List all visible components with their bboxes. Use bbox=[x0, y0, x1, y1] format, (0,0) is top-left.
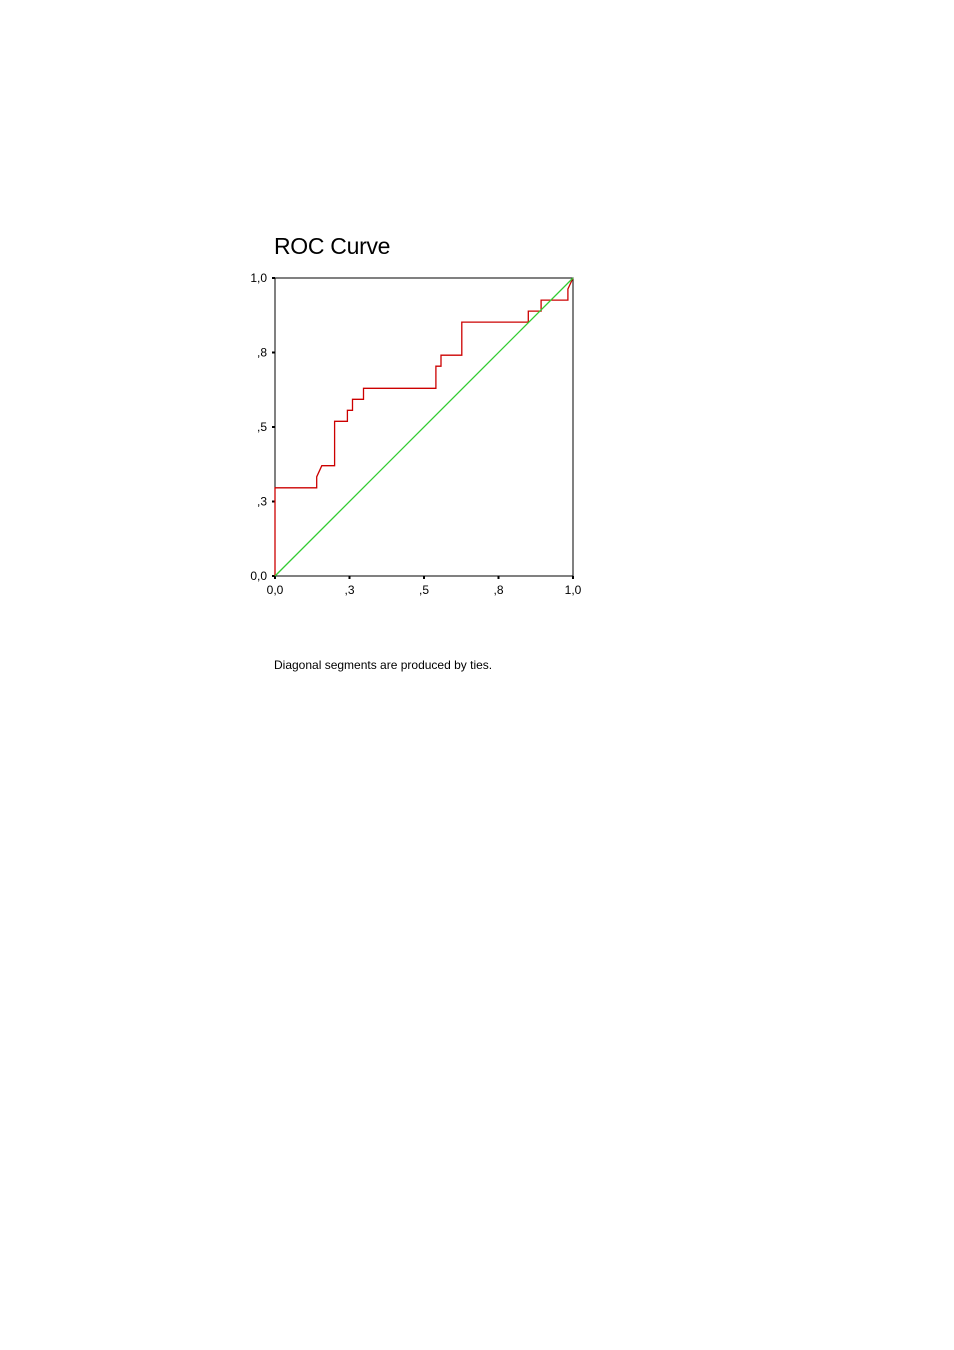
y-tick-label: ,8 bbox=[257, 346, 267, 360]
x-tick-label: ,3 bbox=[344, 583, 354, 597]
footnote: Diagonal segments are produced by ties. bbox=[274, 658, 493, 672]
series-group bbox=[274, 277, 574, 577]
roc-curve-line bbox=[274, 277, 574, 576]
y-tick-label: ,3 bbox=[257, 495, 267, 509]
x-tick-label: ,8 bbox=[493, 583, 503, 597]
x-tick-label: 0,0 bbox=[267, 583, 284, 597]
y-tick-label: 0,0 bbox=[250, 569, 267, 583]
reference-diagonal-line bbox=[274, 277, 574, 577]
roc-chart: 0,0 ,3 ,5 ,8 1,0 0,0 ,3 ,5 ,8 1,0 bbox=[250, 271, 582, 597]
y-axis-ticks: 0,0 ,3 ,5 ,8 1,0 bbox=[250, 271, 275, 583]
x-tick-label: 1,0 bbox=[565, 583, 582, 597]
x-tick-label: ,5 bbox=[419, 583, 429, 597]
y-tick-label: 1,0 bbox=[250, 271, 267, 285]
chart-title: ROC Curve bbox=[274, 233, 391, 259]
x-axis-ticks: 0,0 ,3 ,5 ,8 1,0 bbox=[267, 576, 582, 597]
y-tick-label: ,5 bbox=[257, 420, 267, 434]
